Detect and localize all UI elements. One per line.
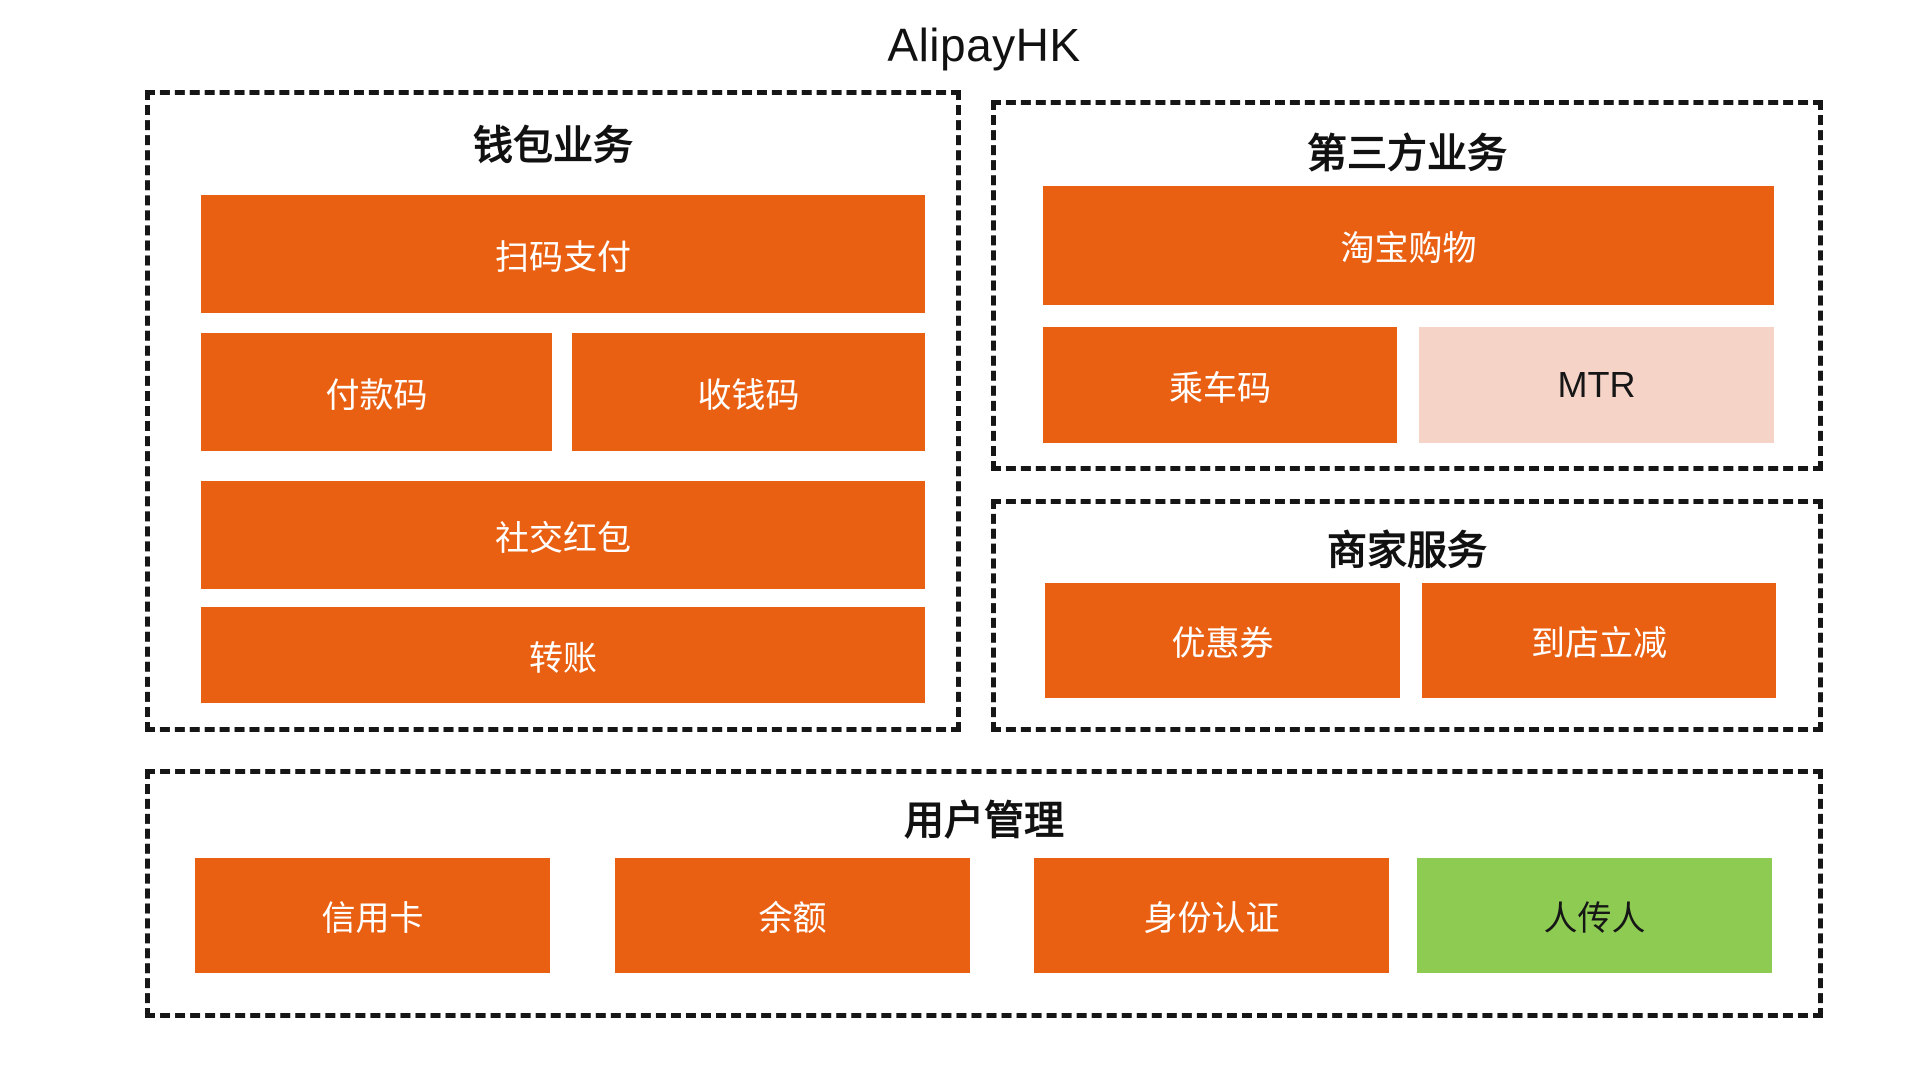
block-taobao-shopping: 淘宝购物 [1043,186,1774,305]
section-merchant-title: 商家服务 [1327,529,1487,573]
block-person-to-person: 人传人 [1417,858,1772,973]
section-user-title: 用户管理 [904,799,1064,843]
block-transit-ride-code: 乘车码 [1043,327,1397,443]
section-wallet-business: 钱包业务 扫码支付 付款码 收钱码 社交红包 转账 [145,90,961,732]
diagram-title: AlipayHK [887,19,1081,71]
block-transfer: 转账 [201,607,925,703]
block-mtr: MTR [1419,327,1774,443]
section-user-management: 用户管理 信用卡 余额 身份认证 人传人 [145,769,1823,1018]
block-payment-code: 付款码 [201,333,552,451]
section-merchant-services: 商家服务 优惠券 到店立减 [991,499,1823,732]
block-social-red-packet: 社交红包 [201,481,925,589]
block-scan-code-pay: 扫码支付 [201,195,925,313]
block-coupon: 优惠券 [1045,583,1400,698]
block-identity-verification: 身份认证 [1034,858,1389,973]
section-third-party-title: 第三方业务 [1307,132,1507,176]
block-in-store-discount: 到店立减 [1422,583,1776,698]
block-collect-money-code: 收钱码 [572,333,925,451]
section-wallet-title: 钱包业务 [473,124,633,168]
section-third-party-business: 第三方业务 淘宝购物 乘车码 MTR [991,100,1823,471]
block-balance: 余额 [615,858,970,973]
block-credit-card: 信用卡 [195,858,550,973]
